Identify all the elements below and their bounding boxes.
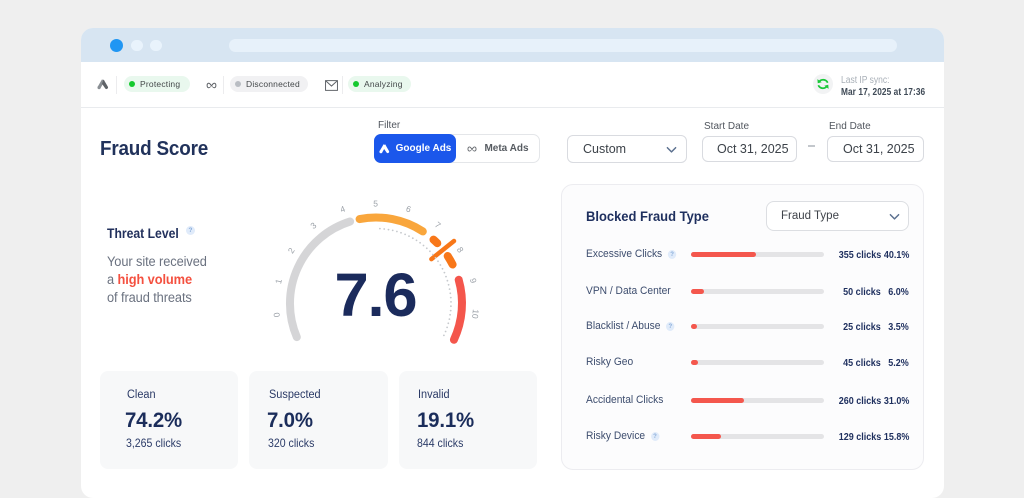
svg-text:9: 9 (468, 277, 479, 284)
svg-text:7.6: 7.6 (335, 261, 417, 330)
svg-text:8: 8 (455, 245, 466, 255)
svg-text:2: 2 (286, 246, 297, 256)
svg-text:0: 0 (271, 312, 282, 318)
svg-text:3: 3 (308, 220, 318, 231)
svg-text:4: 4 (339, 204, 347, 215)
svg-text:5: 5 (373, 198, 378, 208)
svg-text:1: 1 (273, 278, 284, 285)
svg-text:7: 7 (433, 220, 443, 231)
svg-text:10: 10 (470, 309, 481, 320)
svg-text:6: 6 (405, 203, 413, 214)
